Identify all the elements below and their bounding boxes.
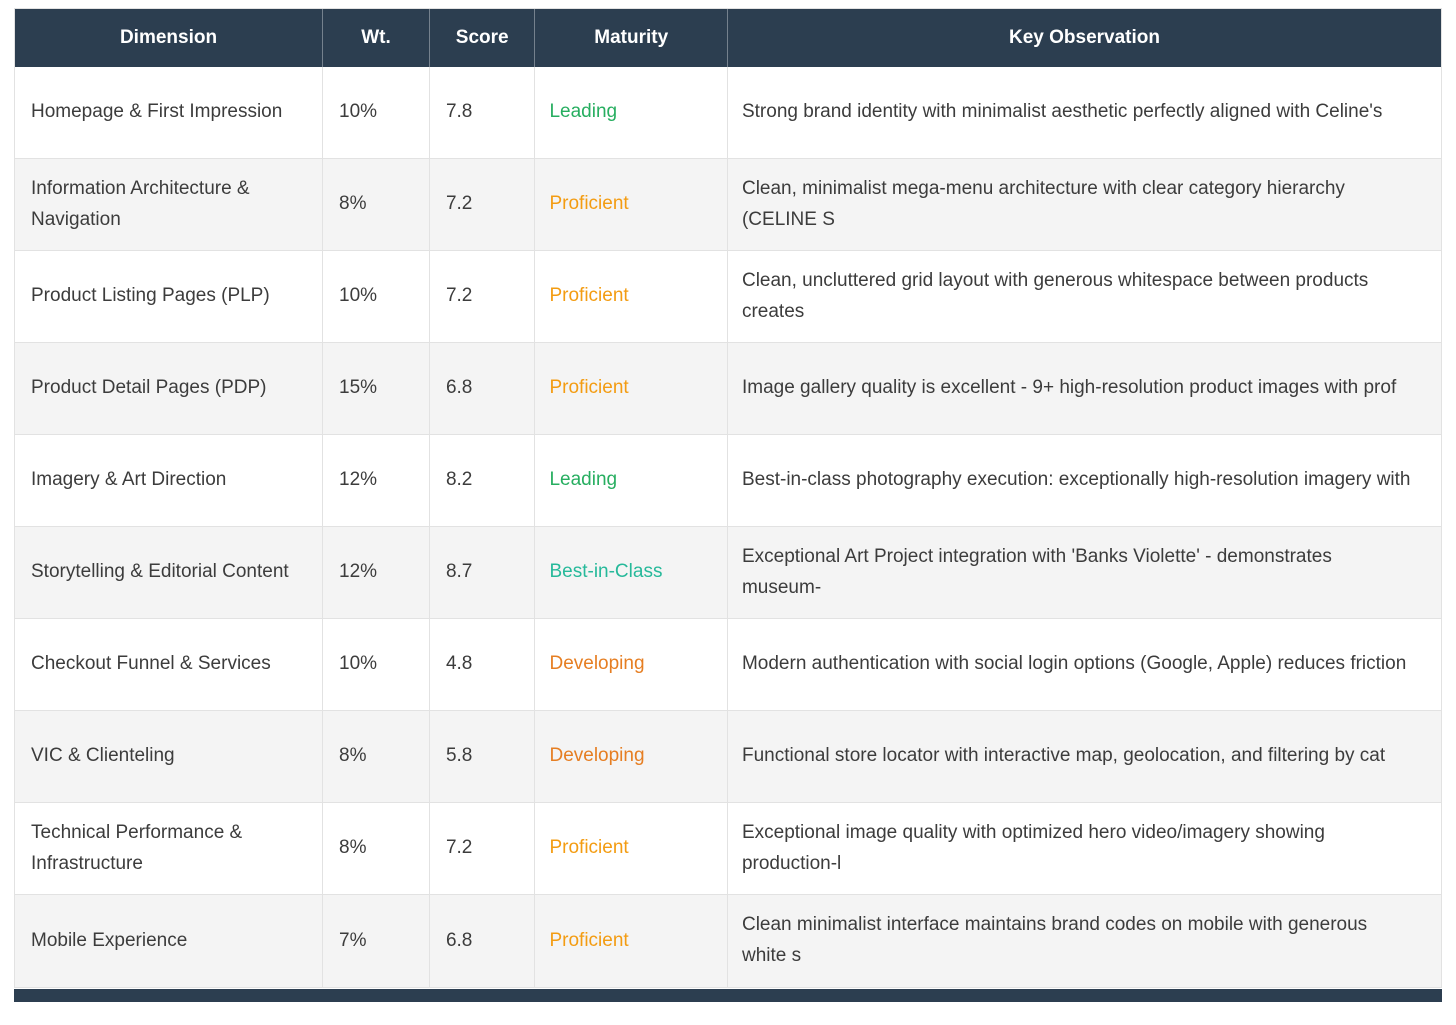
- observation-cell: Strong brand identity with minimalist ae…: [727, 67, 1441, 159]
- score-cell: 7.8: [429, 67, 536, 159]
- score-cell: 8.2: [429, 435, 536, 527]
- dimension-cell: Product Detail Pages (PDP): [15, 343, 324, 435]
- maturity-cell: Developing: [535, 619, 728, 711]
- weight-cell: 10%: [323, 67, 430, 159]
- table-row: Mobile Experience 7% 6.8 Proficient Clea…: [15, 895, 1441, 987]
- weight-cell: 15%: [323, 343, 430, 435]
- score-cell: 7.2: [429, 803, 536, 895]
- table-row: Technical Performance & Infrastructure 8…: [15, 803, 1441, 895]
- maturity-cell: Proficient: [535, 159, 728, 251]
- observation-cell: Best-in-class photography execution: exc…: [727, 435, 1441, 527]
- weight-cell: 8%: [323, 159, 430, 251]
- maturity-cell: Proficient: [535, 895, 728, 987]
- column-header-key-observation: Key Observation: [727, 9, 1441, 67]
- weight-cell: 10%: [323, 251, 430, 343]
- maturity-assessment-table: Dimension Wt. Score Maturity Key Observa…: [14, 8, 1442, 988]
- table-header: Dimension Wt. Score Maturity Key Observa…: [15, 9, 1441, 67]
- observation-cell: Modern authentication with social login …: [727, 619, 1441, 711]
- dimension-cell: VIC & Clienteling: [15, 711, 324, 803]
- maturity-cell: Proficient: [535, 251, 728, 343]
- dimension-cell: Technical Performance & Infrastructure: [15, 803, 324, 895]
- page: Dimension Wt. Score Maturity Key Observa…: [14, 8, 1442, 1002]
- score-cell: 4.8: [429, 619, 536, 711]
- maturity-cell: Leading: [535, 67, 728, 159]
- column-header-score: Score: [429, 9, 536, 67]
- score-cell: 5.8: [429, 711, 536, 803]
- maturity-cell: Leading: [535, 435, 728, 527]
- maturity-cell: Proficient: [535, 343, 728, 435]
- weight-cell: 8%: [323, 711, 430, 803]
- observation-cell: Image gallery quality is excellent - 9+ …: [727, 343, 1441, 435]
- observation-cell: Clean, minimalist mega-menu architecture…: [727, 159, 1441, 251]
- observation-cell: Clean, uncluttered grid layout with gene…: [727, 251, 1441, 343]
- observation-cell: Exceptional Art Project integration with…: [727, 527, 1441, 619]
- weight-cell: 10%: [323, 619, 430, 711]
- dimension-cell: Mobile Experience: [15, 895, 324, 987]
- score-cell: 7.2: [429, 159, 536, 251]
- dimension-cell: Information Architecture & Navigation: [15, 159, 324, 251]
- dimension-cell: Homepage & First Impression: [15, 67, 324, 159]
- maturity-cell: Developing: [535, 711, 728, 803]
- weight-cell: 7%: [323, 895, 430, 987]
- dimension-cell: Storytelling & Editorial Content: [15, 527, 324, 619]
- observation-cell: Clean minimalist interface maintains bra…: [727, 895, 1441, 987]
- table-row: Information Architecture & Navigation 8%…: [15, 159, 1441, 251]
- dimension-cell: Imagery & Art Direction: [15, 435, 324, 527]
- table-row: VIC & Clienteling 8% 5.8 Developing Func…: [15, 711, 1441, 803]
- dimension-cell: Product Listing Pages (PLP): [15, 251, 324, 343]
- score-cell: 7.2: [429, 251, 536, 343]
- column-header-weight: Wt.: [323, 9, 430, 67]
- weight-cell: 12%: [323, 527, 430, 619]
- table-body: Homepage & First Impression 10% 7.8 Lead…: [15, 67, 1441, 987]
- next-section-header-partial: [14, 989, 1442, 1002]
- observation-cell: Functional store locator with interactiv…: [727, 711, 1441, 803]
- table-row: Storytelling & Editorial Content 12% 8.7…: [15, 527, 1441, 619]
- table-row: Homepage & First Impression 10% 7.8 Lead…: [15, 67, 1441, 159]
- column-header-maturity: Maturity: [535, 9, 728, 67]
- score-cell: 6.8: [429, 343, 536, 435]
- column-header-dimension: Dimension: [15, 9, 324, 67]
- dimension-cell: Checkout Funnel & Services: [15, 619, 324, 711]
- header-row: Dimension Wt. Score Maturity Key Observa…: [15, 9, 1441, 67]
- observation-cell: Exceptional image quality with optimized…: [727, 803, 1441, 895]
- score-cell: 8.7: [429, 527, 536, 619]
- maturity-cell: Proficient: [535, 803, 728, 895]
- table-row: Product Listing Pages (PLP) 10% 7.2 Prof…: [15, 251, 1441, 343]
- score-cell: 6.8: [429, 895, 536, 987]
- table-row: Product Detail Pages (PDP) 15% 6.8 Profi…: [15, 343, 1441, 435]
- table-row: Imagery & Art Direction 12% 8.2 Leading …: [15, 435, 1441, 527]
- weight-cell: 12%: [323, 435, 430, 527]
- maturity-cell: Best-in-Class: [535, 527, 728, 619]
- weight-cell: 8%: [323, 803, 430, 895]
- table-row: Checkout Funnel & Services 10% 4.8 Devel…: [15, 619, 1441, 711]
